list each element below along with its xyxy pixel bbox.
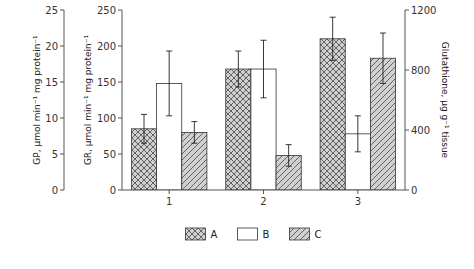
tick-label: 5 — [52, 149, 58, 160]
legend-label: A — [211, 229, 218, 240]
axis-label: GP, μmol min⁻¹ mg protein⁻¹ — [32, 35, 42, 165]
tick — [118, 154, 122, 155]
error-bar — [235, 51, 241, 87]
error-bar — [355, 116, 361, 152]
axis-line — [122, 10, 123, 190]
error-bar — [166, 51, 172, 116]
legend-label: C — [315, 229, 322, 240]
tick-label: 1 — [166, 196, 172, 207]
tick — [60, 190, 64, 191]
x-axis: 1 2 3 — [122, 190, 405, 207]
legend: A B C — [186, 228, 322, 240]
error-bar — [330, 17, 336, 60]
y-axis: 0 50 100 150 200 250 GR, μmol min⁻¹ mg protein… — [83, 5, 122, 196]
tick — [405, 130, 409, 131]
tick — [405, 10, 409, 11]
bar-series — [182, 33, 396, 190]
legend-swatch — [238, 228, 258, 240]
error-bar — [141, 114, 147, 143]
tick — [60, 82, 64, 83]
tick-label: 0 — [52, 185, 58, 196]
tick — [263, 190, 264, 194]
tick-label: 20 — [45, 41, 58, 52]
tick-label: 50 — [103, 149, 116, 160]
tick-label: 150 — [97, 77, 116, 88]
tick-label: 0 — [110, 185, 116, 196]
tick — [405, 190, 409, 191]
axis-label: Glutathione, μg g⁻¹ tissue — [440, 42, 450, 159]
tick-label: 10 — [45, 113, 58, 124]
chart: 050100150200250GR, μmol min⁻¹ mg protein… — [0, 0, 474, 269]
tick-label: 100 — [97, 113, 116, 124]
legend-swatch — [186, 228, 206, 240]
tick-label: 15 — [45, 77, 58, 88]
bar-series — [131, 17, 345, 190]
legend-swatch — [290, 228, 310, 240]
tick — [118, 118, 122, 119]
axis-label: GR, μmol min⁻¹ mg protein⁻¹ — [83, 35, 93, 166]
tick-label: 3 — [355, 196, 361, 207]
tick — [118, 82, 122, 83]
y2-axis: 0 400 800 1200 Glutathione, μg g⁻¹ tissue — [405, 5, 450, 196]
tick-label: 800 — [411, 65, 430, 76]
error-bar — [286, 145, 292, 167]
tick-label: 0 — [411, 185, 417, 196]
tick-label: 25 — [45, 5, 58, 16]
error-bar — [261, 40, 267, 98]
tick — [60, 154, 64, 155]
tick — [118, 10, 122, 11]
tick — [118, 46, 122, 47]
tick — [118, 190, 122, 191]
axis-line — [405, 10, 406, 190]
error-bar — [380, 33, 386, 83]
bar — [320, 39, 345, 190]
tick-label: 1200 — [411, 5, 436, 16]
axis-line — [64, 10, 65, 190]
tick-label: 250 — [97, 5, 116, 16]
tick-label: 200 — [97, 41, 116, 52]
y3-axis: 0 5 10 15 20 25 GP, μmol min⁻¹ mg protein⁻¹ — [32, 5, 64, 196]
bar-series — [157, 40, 371, 190]
error-bar — [191, 122, 197, 144]
tick — [60, 118, 64, 119]
bars — [131, 17, 395, 190]
tick — [405, 70, 409, 71]
tick-label: 400 — [411, 125, 430, 136]
tick — [60, 10, 64, 11]
tick — [169, 190, 170, 194]
tick-label: 2 — [260, 196, 266, 207]
tick — [357, 190, 358, 194]
tick — [60, 46, 64, 47]
legend-label: B — [263, 229, 270, 240]
